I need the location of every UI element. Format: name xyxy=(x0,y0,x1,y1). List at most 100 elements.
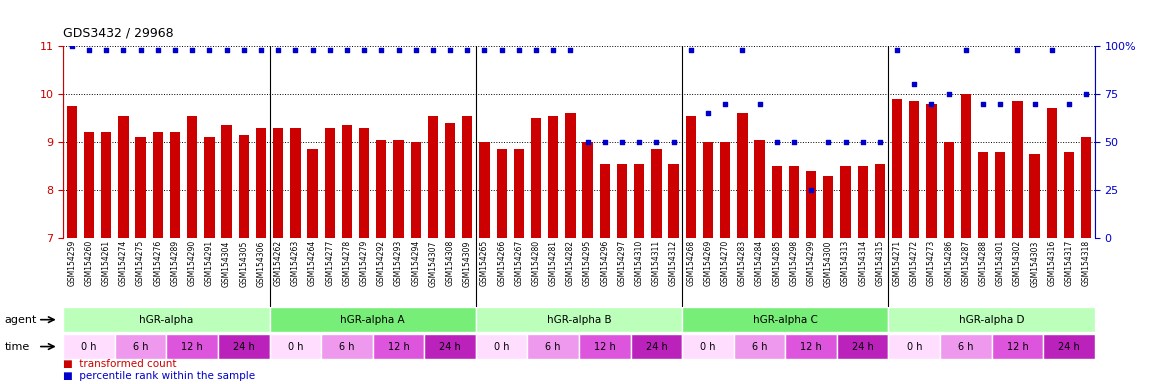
Bar xyxy=(290,127,300,238)
Bar xyxy=(153,132,163,238)
Point xyxy=(183,47,201,53)
Bar xyxy=(651,149,661,238)
Text: GSM154287: GSM154287 xyxy=(961,240,971,286)
Text: GSM154275: GSM154275 xyxy=(136,240,145,286)
Bar xyxy=(566,113,576,238)
Bar xyxy=(531,118,542,238)
Text: GSM154292: GSM154292 xyxy=(377,240,385,286)
Bar xyxy=(875,164,886,238)
Text: 0 h: 0 h xyxy=(700,341,715,352)
Bar xyxy=(668,164,678,238)
Text: GSM154284: GSM154284 xyxy=(756,240,764,286)
Point xyxy=(423,47,442,53)
Text: 24 h: 24 h xyxy=(1058,341,1080,352)
Bar xyxy=(462,116,473,238)
Bar xyxy=(991,334,1043,359)
Bar xyxy=(101,132,112,238)
Bar xyxy=(978,152,988,238)
Bar xyxy=(806,171,816,238)
Bar xyxy=(411,142,421,238)
Text: GSM154310: GSM154310 xyxy=(635,240,644,286)
Bar xyxy=(837,334,889,359)
Point xyxy=(97,47,115,53)
Text: 24 h: 24 h xyxy=(439,341,461,352)
Text: GSM154278: GSM154278 xyxy=(343,240,352,286)
Point xyxy=(200,47,218,53)
Text: GSM154300: GSM154300 xyxy=(823,240,833,286)
Point xyxy=(1043,47,1061,53)
Point xyxy=(1078,91,1096,97)
Bar xyxy=(218,334,269,359)
Bar xyxy=(599,164,610,238)
Text: 12 h: 12 h xyxy=(800,341,822,352)
Bar xyxy=(84,132,94,238)
Bar xyxy=(136,137,146,238)
Text: 0 h: 0 h xyxy=(493,341,509,352)
Text: GSM154271: GSM154271 xyxy=(892,240,902,286)
Text: GSM154294: GSM154294 xyxy=(412,240,420,286)
Text: GSM154277: GSM154277 xyxy=(325,240,335,286)
Bar xyxy=(823,175,834,238)
Bar xyxy=(307,149,317,238)
Bar xyxy=(754,140,765,238)
Point xyxy=(750,101,768,107)
Bar xyxy=(269,307,476,332)
Text: GSM154259: GSM154259 xyxy=(68,240,76,286)
Text: GSM154264: GSM154264 xyxy=(308,240,317,286)
Bar xyxy=(222,125,232,238)
Text: GSM154296: GSM154296 xyxy=(600,240,610,286)
Text: ■  percentile rank within the sample: ■ percentile rank within the sample xyxy=(63,371,255,381)
Bar xyxy=(528,334,578,359)
Bar xyxy=(424,334,476,359)
Text: hGR-alpha A: hGR-alpha A xyxy=(340,314,405,325)
Bar xyxy=(273,127,283,238)
Bar xyxy=(578,334,630,359)
Point xyxy=(1009,47,1027,53)
Bar xyxy=(1081,137,1091,238)
Point xyxy=(991,101,1010,107)
Text: GSM154291: GSM154291 xyxy=(205,240,214,286)
Text: GSM154289: GSM154289 xyxy=(170,240,179,286)
Bar xyxy=(703,142,713,238)
Point xyxy=(1026,101,1044,107)
Text: GSM154270: GSM154270 xyxy=(721,240,729,286)
Point xyxy=(853,139,872,145)
Text: hGR-alpha C: hGR-alpha C xyxy=(753,314,818,325)
Bar xyxy=(167,334,218,359)
Point xyxy=(613,139,631,145)
Point xyxy=(940,91,958,97)
Text: GSM154286: GSM154286 xyxy=(944,240,953,286)
Point xyxy=(62,43,81,49)
Text: 0 h: 0 h xyxy=(82,341,97,352)
Text: agent: agent xyxy=(5,314,37,325)
Point xyxy=(527,47,545,53)
Text: GSM154318: GSM154318 xyxy=(1082,240,1090,286)
Bar xyxy=(1012,101,1022,238)
Text: GSM154302: GSM154302 xyxy=(1013,240,1022,286)
Text: GSM154316: GSM154316 xyxy=(1048,240,1057,286)
Bar xyxy=(342,125,352,238)
Bar xyxy=(476,307,682,332)
Text: GSM154266: GSM154266 xyxy=(497,240,506,286)
Text: 12 h: 12 h xyxy=(388,341,409,352)
Text: GSM154261: GSM154261 xyxy=(101,240,110,286)
Point xyxy=(836,139,854,145)
Bar xyxy=(789,166,799,238)
Text: GSM154315: GSM154315 xyxy=(875,240,884,286)
Text: GSM154309: GSM154309 xyxy=(462,240,471,286)
Bar xyxy=(926,104,936,238)
Text: GSM154285: GSM154285 xyxy=(773,240,781,286)
Text: GSM154293: GSM154293 xyxy=(394,240,402,286)
Point xyxy=(922,101,941,107)
Point xyxy=(596,139,614,145)
Point xyxy=(1060,101,1079,107)
Text: GSM154295: GSM154295 xyxy=(583,240,592,286)
Bar xyxy=(720,142,730,238)
Text: ■  transformed count: ■ transformed count xyxy=(63,359,177,369)
Point xyxy=(544,47,562,53)
Bar xyxy=(943,142,953,238)
Point xyxy=(458,47,476,53)
Bar xyxy=(67,106,77,238)
Point xyxy=(355,47,374,53)
Point xyxy=(871,139,889,145)
